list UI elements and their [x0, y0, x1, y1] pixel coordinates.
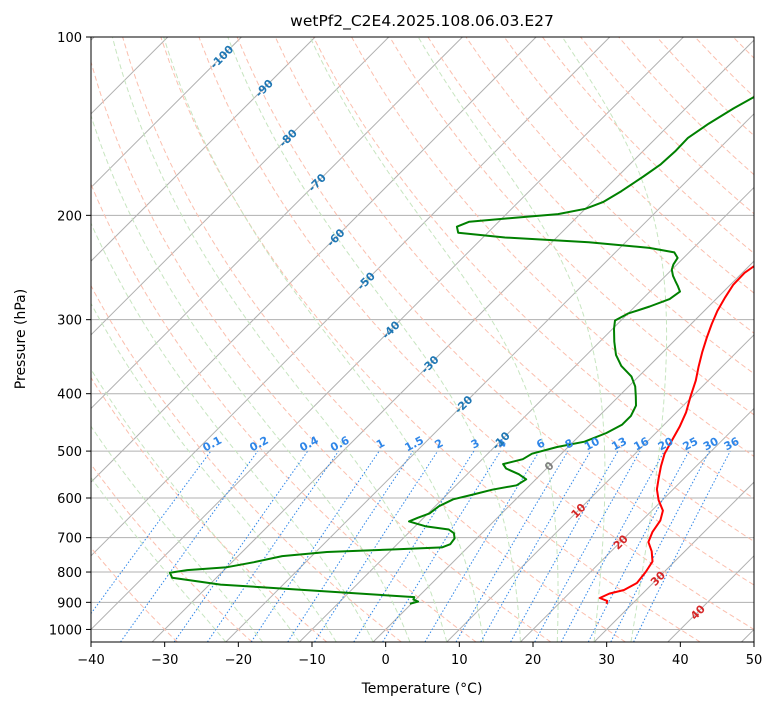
x-tick-label: 40 — [672, 653, 689, 668]
dry-adiabat-line — [503, 37, 754, 294]
mixing-ratio-line — [534, 450, 641, 642]
mixing-ratio-line — [120, 450, 259, 642]
y-tick-label: 200 — [57, 209, 82, 224]
mixing-ratio-line — [91, 450, 212, 615]
mixing-ratio-line — [560, 450, 665, 642]
dry-adiabat-line — [91, 463, 253, 642]
plot-frame — [90, 36, 755, 643]
mixing-ratio-label: 10 — [582, 435, 602, 454]
moist-adiabat-line — [227, 37, 521, 642]
dry-adiabat-line — [91, 284, 402, 642]
x-tick-label: −10 — [298, 653, 325, 668]
mixing-ratio-line — [250, 450, 380, 642]
moist-adiabat-line — [417, 37, 606, 642]
isotherm-line — [593, 481, 754, 642]
isotherm-line — [151, 39, 754, 642]
isotherm-line — [520, 407, 754, 642]
mixing-ratio-line — [353, 450, 475, 642]
mixing-ratio-line — [382, 450, 501, 642]
chart-title: wetPf2_C2E4.2025.108.06.03.E27 — [290, 12, 554, 31]
y-tick-label: 500 — [57, 445, 82, 460]
x-axis-label: Temperature (°C) — [361, 681, 483, 697]
dry-adiabat-line — [91, 376, 328, 642]
isotherm-line — [225, 113, 754, 642]
temperature-line — [598, 264, 754, 605]
x-tick-label: 10 — [451, 653, 468, 668]
moist-adiabat-line — [91, 425, 264, 642]
y-tick-label: 900 — [57, 596, 82, 611]
x-tick-label: 0 — [382, 653, 390, 668]
isotherm-line — [91, 37, 537, 483]
moist-adiabat-line — [163, 37, 485, 642]
dewpoint-line — [168, 95, 754, 605]
dry-adiabat-line — [312, 37, 754, 500]
dry-adiabat-line — [236, 37, 754, 586]
mixing-ratio-line — [314, 450, 439, 642]
dry-adiabat-line — [91, 182, 477, 642]
moist-adiabat-line — [91, 476, 227, 642]
dry-adiabat-line — [122, 37, 626, 642]
x-tick-label: −40 — [77, 653, 104, 668]
moist-adiabat-line — [561, 37, 668, 642]
y-tick-label: 800 — [57, 566, 82, 581]
x-tick-label: −20 — [225, 653, 252, 668]
isotherm-line — [91, 37, 316, 262]
moist-adiabat-line — [91, 368, 300, 642]
y-axis-label: Pressure (hPa) — [13, 289, 29, 389]
mixing-ratio-label: 13 — [609, 435, 629, 454]
y-tick-label: 100 — [57, 31, 82, 46]
y-tick-label: 600 — [57, 492, 82, 507]
axes: −40 −30 −20 −10 0 10 20 30 40 50 100 200 300 400 500 60… — [49, 31, 762, 668]
mixing-ratio-label: 30 — [701, 435, 721, 454]
mixing-ratio-label: 36 — [722, 434, 742, 453]
dry-adiabat-line — [91, 60, 552, 642]
y-tick-label: 300 — [57, 314, 82, 329]
mixing-ratio-label: 25 — [681, 435, 701, 454]
mixing-ratio-line — [587, 450, 690, 642]
isotherm-line — [372, 260, 754, 642]
dry-adiabat-line — [198, 37, 754, 630]
mixing-ratio-line — [287, 450, 414, 642]
dry-adiabat-line — [91, 546, 178, 642]
mixing-ratio-line — [510, 450, 619, 642]
mixing-ratio-line — [424, 450, 540, 642]
profile-series — [168, 95, 754, 605]
x-tick-label: 50 — [746, 653, 763, 668]
dry-adiabat-line — [160, 37, 701, 642]
isotherm-line — [446, 334, 754, 642]
y-tick-label: 400 — [57, 388, 82, 403]
dry-adiabat-line — [427, 37, 754, 375]
plot-background — [91, 37, 754, 642]
isotherm-line — [91, 37, 463, 410]
moist-adiabat-line — [91, 302, 337, 642]
background-lines — [91, 37, 754, 642]
x-tick-label: −30 — [151, 653, 178, 668]
x-tick-label: 30 — [598, 653, 615, 668]
isotherm-line — [91, 37, 390, 336]
isotherm-line — [91, 37, 611, 557]
dry-adiabat-line — [389, 37, 754, 416]
moist-adiabat-line — [309, 37, 559, 642]
moist-adiabat-line — [111, 37, 448, 642]
y-tick-label: 700 — [57, 532, 82, 547]
moist-adiabat-line — [91, 222, 374, 642]
isotherm-line — [91, 37, 242, 189]
mixing-ratio-label: 16 — [632, 435, 652, 454]
y-tick-label: 1000 — [49, 623, 82, 638]
mixing-ratio-line — [206, 450, 339, 642]
mixing-ratio-line — [173, 450, 309, 642]
mixing-ratio-label: 20 — [656, 435, 676, 454]
mixing-ratio-line — [633, 450, 731, 642]
x-tick-label: 20 — [525, 653, 542, 668]
